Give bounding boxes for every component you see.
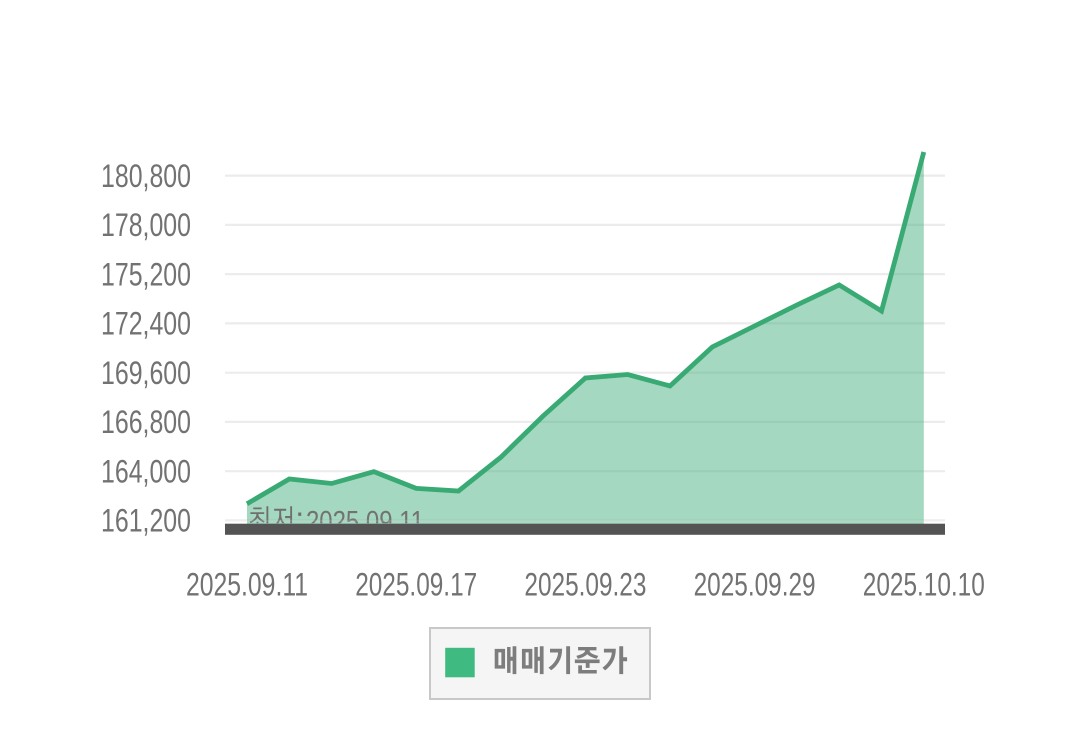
- svg-text:169,600: 169,600: [101, 355, 191, 391]
- svg-text:180,800: 180,800: [101, 158, 191, 194]
- svg-text:172,400: 172,400: [101, 306, 191, 342]
- svg-text:161,200: 161,200: [101, 503, 191, 539]
- svg-text:164,000: 164,000: [101, 453, 191, 489]
- svg-text:2025.09.11: 2025.09.11: [186, 567, 308, 603]
- svg-text:2025.09.17: 2025.09.17: [355, 567, 477, 603]
- svg-text:178,000: 178,000: [101, 207, 191, 243]
- svg-text:166,800: 166,800: [101, 404, 191, 440]
- svg-text:2025.10.10: 2025.10.10: [863, 567, 985, 603]
- svg-text:2025.09.23: 2025.09.23: [524, 567, 646, 603]
- svg-text:2025.09.29: 2025.09.29: [694, 567, 816, 603]
- svg-text:2025.09.11: 2025.09.11: [306, 506, 424, 538]
- svg-text:175,200: 175,200: [101, 256, 191, 292]
